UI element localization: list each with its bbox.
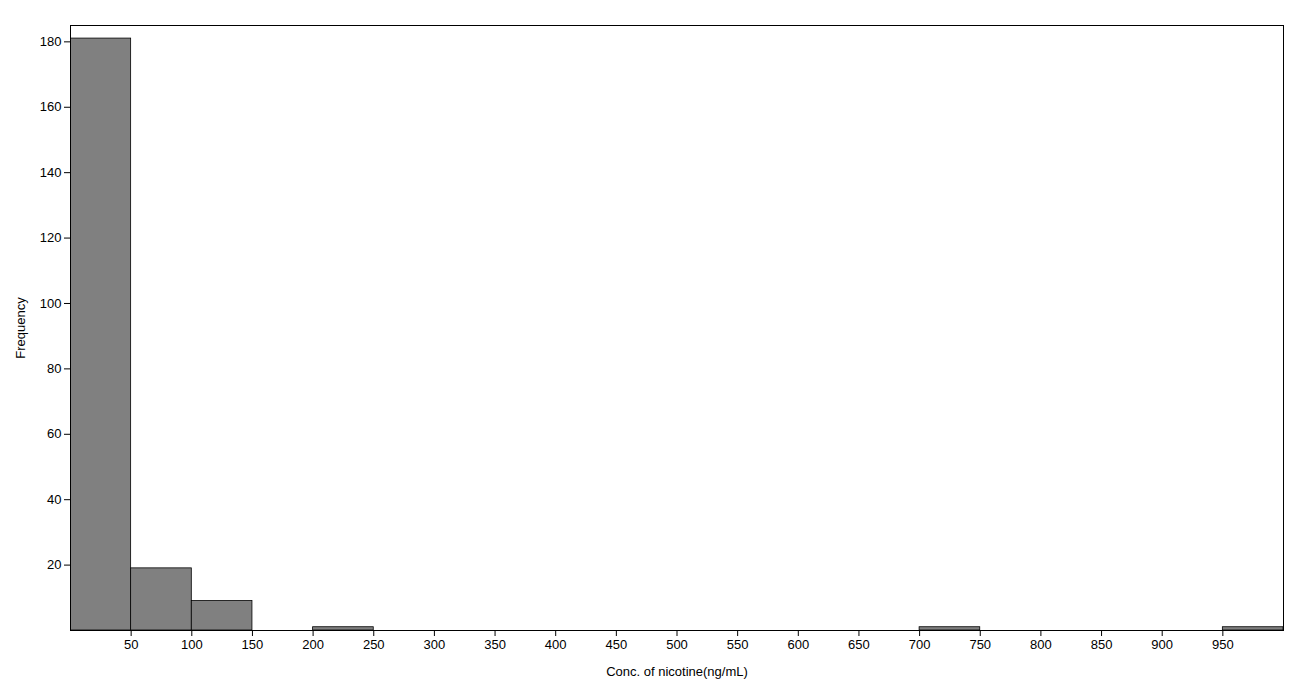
svg-text:750: 750 xyxy=(969,637,991,652)
svg-text:Frequency: Frequency xyxy=(13,297,28,359)
svg-text:100: 100 xyxy=(181,637,203,652)
svg-text:250: 250 xyxy=(363,637,385,652)
svg-text:120: 120 xyxy=(40,230,62,245)
svg-text:650: 650 xyxy=(848,637,870,652)
svg-text:450: 450 xyxy=(605,637,627,652)
svg-text:800: 800 xyxy=(1030,637,1052,652)
svg-text:950: 950 xyxy=(1212,637,1234,652)
svg-text:140: 140 xyxy=(40,165,62,180)
svg-text:550: 550 xyxy=(727,637,749,652)
svg-text:100: 100 xyxy=(40,296,62,311)
svg-text:600: 600 xyxy=(787,637,809,652)
svg-text:900: 900 xyxy=(1151,637,1173,652)
svg-text:150: 150 xyxy=(242,637,264,652)
svg-text:Conc. of nicotine(ng/mL): Conc. of nicotine(ng/mL) xyxy=(606,664,748,679)
svg-text:500: 500 xyxy=(666,637,688,652)
svg-text:350: 350 xyxy=(484,637,506,652)
svg-text:40: 40 xyxy=(47,492,61,507)
svg-text:180: 180 xyxy=(40,34,62,49)
svg-text:300: 300 xyxy=(424,637,446,652)
svg-text:50: 50 xyxy=(124,637,138,652)
svg-text:400: 400 xyxy=(545,637,567,652)
svg-text:80: 80 xyxy=(47,361,61,376)
svg-text:850: 850 xyxy=(1091,637,1113,652)
svg-text:700: 700 xyxy=(909,637,931,652)
svg-text:60: 60 xyxy=(47,426,61,441)
svg-text:160: 160 xyxy=(40,99,62,114)
svg-text:20: 20 xyxy=(47,557,61,572)
svg-text:200: 200 xyxy=(302,637,324,652)
